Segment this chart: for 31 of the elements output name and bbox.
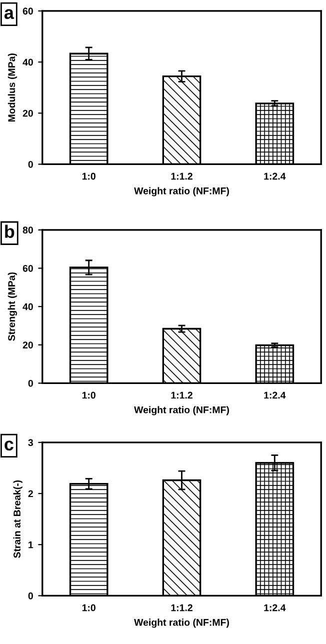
x-axis-title: Weight ratio (NF:MF): [134, 618, 229, 628]
y-axis-title: Strain at Break(-): [13, 480, 22, 558]
text: c: [4, 440, 14, 450]
y-tick-label: 0: [28, 592, 33, 600]
y-tick-label: 0: [28, 160, 33, 168]
y-tick-label: 20: [22, 110, 33, 117]
x-tick-label: 1:1.2: [171, 392, 192, 399]
x-tick-label: 1:2.4: [264, 604, 286, 612]
x-tick-label: 1:2.4: [264, 172, 286, 180]
y-tick-label: 3: [28, 439, 33, 446]
y-tick-label: 60: [22, 264, 33, 272]
y-tick-label: 60: [22, 8, 33, 15]
x-tick-label: 1:0: [82, 604, 96, 612]
x-tick-label: 1:1.2: [171, 604, 192, 612]
x-tick-label: 1:1.2: [171, 172, 192, 180]
y-axis-title: Modulus (MPa): [8, 54, 17, 122]
y-axis-title: Strenght (MPa): [8, 272, 17, 341]
y-tick-label: 1: [28, 541, 34, 548]
y-tick-label: 0: [28, 380, 33, 387]
x-tick-label: 1:0: [82, 392, 96, 399]
y-tick-label: 2: [28, 490, 33, 498]
text: b: [5, 224, 14, 238]
y-tick-label: 20: [22, 342, 33, 348]
x-tick-label: 1:2.4: [264, 392, 286, 399]
y-tick-label: 40: [22, 58, 33, 66]
y-tick-label: 80: [22, 226, 33, 234]
y-tick-label: 40: [22, 303, 33, 310]
x-axis-title: Weight ratio (NF:MF): [134, 187, 229, 196]
text: a: [4, 9, 14, 20]
x-axis-title: Weight ratio (NF:MF): [134, 406, 229, 416]
x-tick-label: 1:0: [82, 172, 96, 180]
